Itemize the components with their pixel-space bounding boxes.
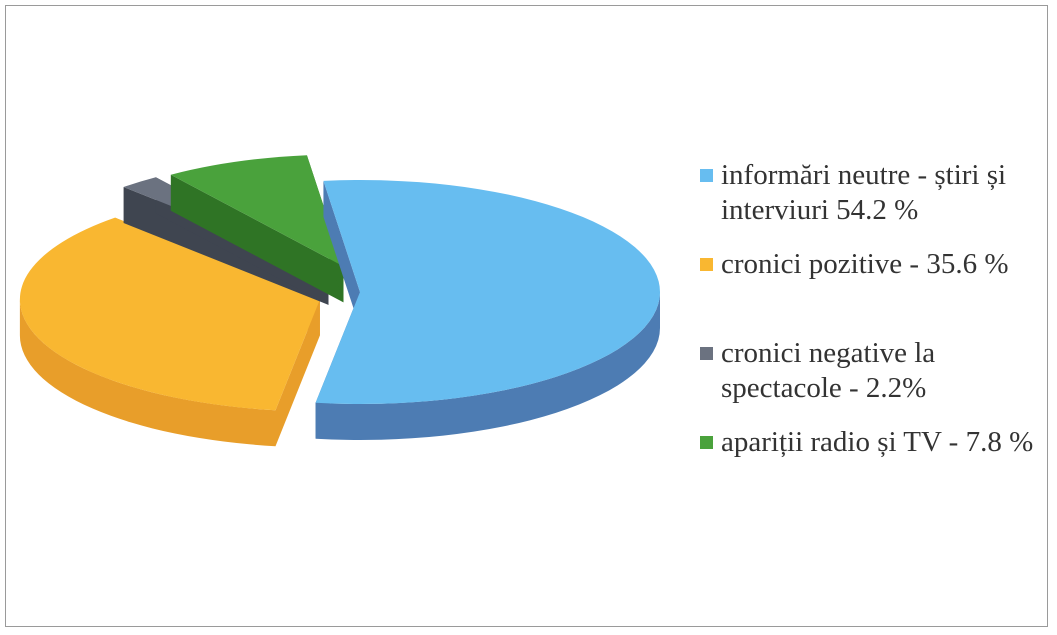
pie-slices <box>19 155 660 447</box>
slice-top <box>19 217 320 411</box>
legend-swatch <box>700 347 713 360</box>
legend-swatch <box>700 169 713 182</box>
legend-swatch <box>700 258 713 271</box>
legend-label: cronici negative la spectacole - 2.2% <box>721 337 936 404</box>
slice-cut-face <box>170 174 344 303</box>
slice-cut-face <box>323 180 360 328</box>
legend-item-negative: cronici negative la spectacole - 2.2% <box>700 336 1045 406</box>
legend-label: cronici pozitive - 35.6 % <box>721 248 1009 280</box>
slice-cut-face <box>275 299 320 447</box>
slice-radio-tv <box>170 155 344 303</box>
legend-item-radio-tv: apariții radio și TV - 7.8 % <box>700 425 1045 460</box>
legend-swatch <box>700 436 713 449</box>
legend-item-positive: cronici pozitive - 35.6 % <box>700 247 1045 282</box>
legend-label: informări neutre - știri și interviuri 5… <box>721 159 1007 226</box>
slice-top <box>170 155 344 267</box>
slice-positive <box>19 217 320 447</box>
slice-neutral <box>315 180 660 440</box>
slice-side <box>315 292 660 440</box>
slice-side <box>19 299 276 447</box>
legend-label: apariții radio și TV - 7.8 % <box>721 426 1034 458</box>
slice-top <box>315 180 660 404</box>
legend-item-neutral: informări neutre - știri și interviuri 5… <box>700 158 1045 228</box>
